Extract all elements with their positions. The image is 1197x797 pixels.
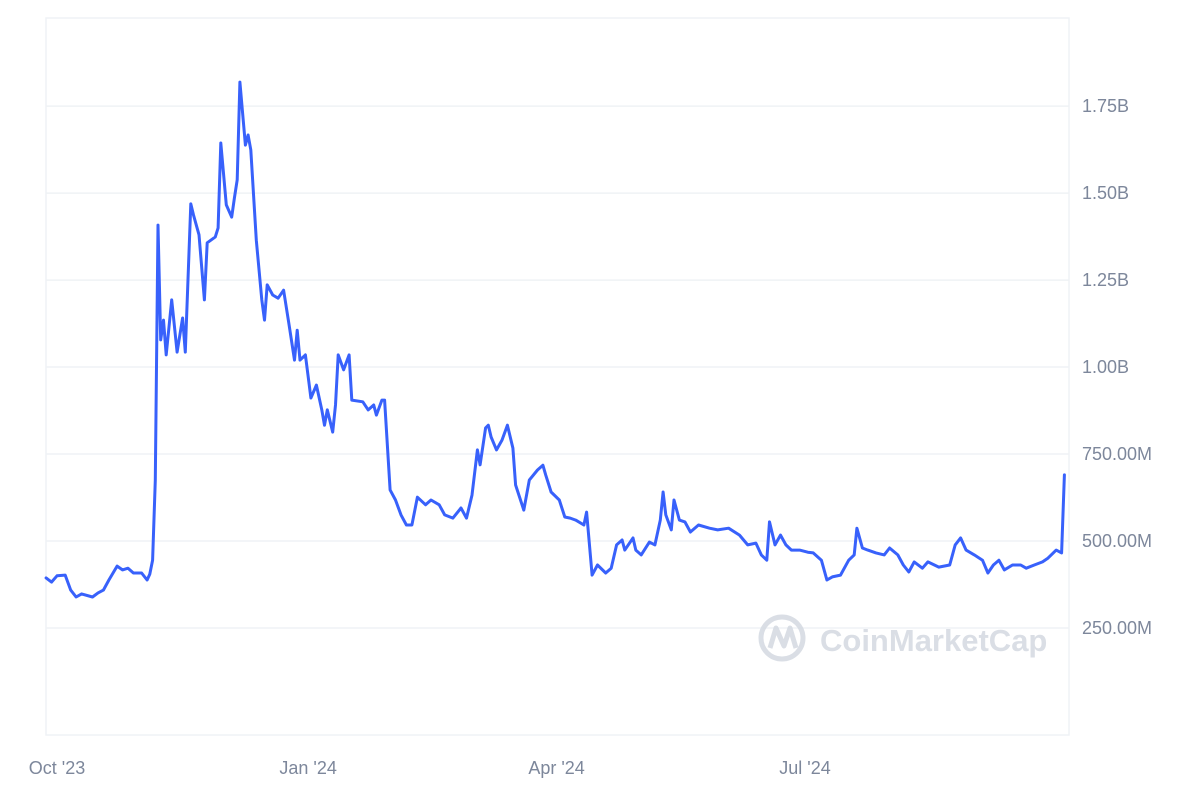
coinmarketcap-logo-m xyxy=(767,625,799,649)
watermark-logo: CoinMarketCap xyxy=(758,614,1047,662)
y-tick-label: 250.00M xyxy=(1082,618,1152,638)
y-tick-label: 1.50B xyxy=(1082,183,1129,203)
y-tick-label: 750.00M xyxy=(1082,444,1152,464)
coinmarketcap-logo-icon xyxy=(758,614,806,662)
x-tick-label: Jan '24 xyxy=(279,758,336,778)
gridlines xyxy=(46,105,1069,629)
x-tick-label: Jul '24 xyxy=(779,758,830,778)
y-tick-label: 1.00B xyxy=(1082,357,1129,377)
y-tick-label: 500.00M xyxy=(1082,531,1152,551)
x-axis: Oct '23 Jan '24 Apr '24 Jul '24 xyxy=(29,758,831,778)
y-tick-label: 1.25B xyxy=(1082,270,1129,290)
y-tick-label: 1.75B xyxy=(1082,96,1129,116)
x-tick-label: Oct '23 xyxy=(29,758,85,778)
series-line xyxy=(44,80,1066,599)
y-axis: 250.00M 500.00M 750.00M 1.00B 1.25B 1.50B 1.75… xyxy=(1082,96,1152,638)
plot-frame xyxy=(45,17,1070,736)
watermark-text: CoinMarketCap xyxy=(820,623,1047,658)
x-tick-label: Apr '24 xyxy=(528,758,584,778)
